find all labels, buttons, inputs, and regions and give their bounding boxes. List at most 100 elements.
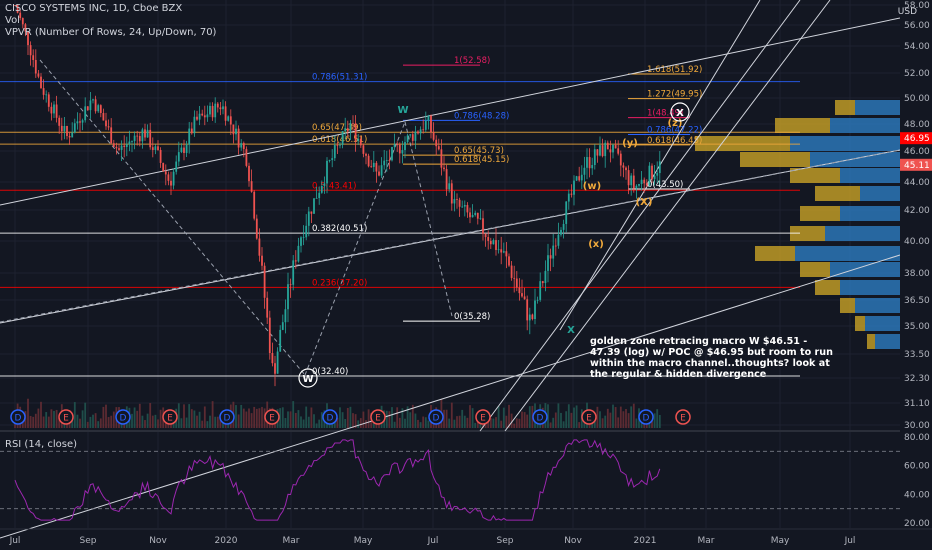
earnings-badge[interactable]: E bbox=[58, 409, 74, 425]
dividend-badge[interactable]: D bbox=[115, 409, 131, 425]
volume-bar bbox=[604, 415, 607, 428]
dividend-badge[interactable]: D bbox=[219, 409, 235, 425]
candle-body bbox=[326, 160, 328, 184]
volume-bar bbox=[393, 421, 396, 428]
candle-body bbox=[651, 165, 653, 180]
volume-bar bbox=[133, 407, 136, 428]
volume-bar bbox=[612, 404, 614, 428]
earnings-badge[interactable]: E bbox=[264, 409, 280, 425]
candle-body bbox=[125, 144, 128, 147]
dividend-badge[interactable]: D bbox=[322, 409, 338, 425]
candle-body bbox=[575, 176, 578, 181]
vpvr-down-bar bbox=[840, 298, 855, 313]
candle-body bbox=[222, 106, 224, 110]
vpvr-up-bar bbox=[840, 280, 900, 295]
volume-bar bbox=[567, 404, 570, 428]
earnings-badge[interactable]: E bbox=[162, 409, 178, 425]
volume-bar bbox=[112, 411, 115, 428]
volume-bar bbox=[489, 418, 492, 428]
candle-body bbox=[248, 165, 250, 182]
volume-bar bbox=[365, 420, 367, 428]
rsi-line bbox=[14, 439, 661, 521]
dividend-badge[interactable]: D bbox=[428, 409, 444, 425]
earnings-badge[interactable]: E bbox=[581, 409, 597, 425]
candle-body bbox=[331, 158, 334, 160]
candle-body bbox=[320, 185, 323, 193]
volume-bar bbox=[469, 405, 471, 428]
volume-bar bbox=[248, 408, 250, 428]
candle-body bbox=[461, 206, 464, 208]
chart-legend[interactable]: CISCO SYSTEMS INC, 1D, Cboe BZX Vol VPVR… bbox=[5, 3, 216, 39]
candle-body bbox=[255, 218, 258, 239]
dividend-badge[interactable]: D bbox=[532, 409, 548, 425]
time-tick: Jul bbox=[844, 536, 856, 546]
vpvr-indicator-label[interactable]: VPVR (Number Of Rows, 24, Up/Down, 70) bbox=[5, 27, 217, 38]
volume-bar bbox=[242, 408, 245, 428]
badge-letter: E bbox=[586, 414, 592, 424]
volume-bar bbox=[149, 402, 152, 428]
earnings-badge[interactable]: E bbox=[475, 409, 491, 425]
candle-body bbox=[658, 161, 661, 174]
candle-body bbox=[362, 145, 365, 154]
candle-body bbox=[359, 138, 362, 146]
candle-body bbox=[580, 174, 583, 181]
candle-body bbox=[458, 199, 461, 207]
price-tick: 38.00 bbox=[904, 269, 930, 279]
volume-bar bbox=[513, 423, 516, 428]
candle-body bbox=[34, 59, 37, 74]
vpvr-down-bar bbox=[800, 206, 840, 221]
time-tick: Jul bbox=[9, 536, 21, 546]
rsi-indicator-label[interactable]: RSI (14, close) bbox=[5, 439, 78, 450]
volume-bar bbox=[105, 404, 107, 428]
volume-bar bbox=[58, 417, 61, 428]
earnings-badge[interactable]: E bbox=[370, 409, 386, 425]
volume-bar bbox=[37, 408, 40, 428]
candle-body bbox=[625, 167, 627, 171]
price-tick: 40.00 bbox=[904, 237, 930, 247]
volume-bar bbox=[177, 403, 180, 428]
dividend-badge[interactable]: D bbox=[638, 409, 654, 425]
candle-body bbox=[437, 146, 440, 150]
candle-body bbox=[172, 171, 175, 186]
wave-circle bbox=[298, 368, 318, 388]
price-tick: 32.30 bbox=[904, 374, 930, 384]
volume-bar bbox=[396, 407, 399, 428]
candle-body bbox=[53, 104, 55, 114]
badge-letter: E bbox=[63, 414, 69, 424]
volume-bar bbox=[315, 423, 318, 428]
candle-body bbox=[645, 183, 648, 186]
fib-label: 0.5(43.41) bbox=[312, 181, 356, 191]
candle-body bbox=[586, 157, 588, 168]
volume-bar bbox=[601, 418, 604, 428]
candle-body bbox=[383, 160, 386, 166]
candle-body bbox=[599, 145, 601, 156]
time-axis[interactable]: Jul Sep Nov 2020 Mar May Jul Sep Nov 2021 Mar May Ju… bbox=[0, 528, 932, 546]
volume-bar bbox=[146, 413, 149, 428]
volume-indicator-label[interactable]: Vol bbox=[5, 15, 20, 26]
symbol-title[interactable]: CISCO SYSTEMS INC, 1D, Cboe BZX bbox=[5, 3, 183, 14]
candle-body bbox=[110, 127, 113, 144]
candle-body bbox=[180, 147, 183, 153]
volume-bar bbox=[279, 408, 282, 428]
earnings-badge[interactable]: E bbox=[675, 409, 691, 425]
price-axis[interactable]: 58.00 56.00 54.00 52.00 50.00 48.00 46.00 44.00… bbox=[900, 0, 932, 550]
dividend-badge[interactable]: D bbox=[10, 409, 26, 425]
annotation-note[interactable]: golden zone retracing macro W $46.51 - 4… bbox=[590, 336, 833, 380]
badge-circle bbox=[428, 409, 444, 425]
candle-body bbox=[541, 281, 544, 284]
candle-body bbox=[380, 165, 383, 176]
candle-body bbox=[432, 132, 435, 140]
candle-body bbox=[409, 134, 412, 136]
price-tick: 54.00 bbox=[904, 42, 930, 52]
candle-body bbox=[315, 197, 318, 199]
candle-body bbox=[123, 145, 126, 147]
badge-circle bbox=[264, 409, 280, 425]
time-tick: 2020 bbox=[215, 536, 238, 546]
candle-body bbox=[157, 146, 159, 151]
volume-bar bbox=[216, 416, 219, 428]
volume-bar bbox=[554, 412, 557, 428]
volume-bar bbox=[510, 413, 513, 428]
volume-bar bbox=[235, 405, 237, 428]
